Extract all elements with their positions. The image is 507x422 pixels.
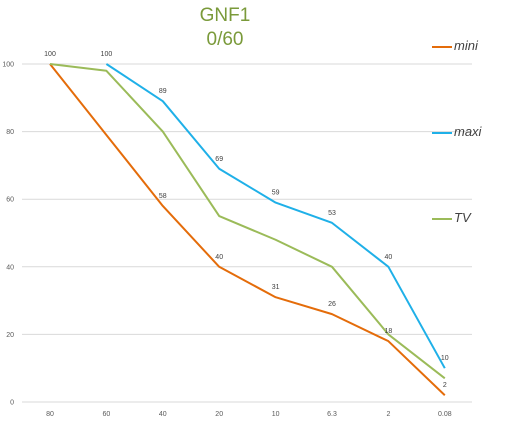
- data-label-maxi: 53: [328, 210, 336, 217]
- data-label-mini: 26: [328, 301, 336, 308]
- data-label-maxi: 59: [272, 190, 280, 197]
- data-label-mini: 31: [272, 284, 280, 291]
- y-axis-ticks: 0 20 40 60 80 100: [2, 62, 14, 407]
- y-tick-label: 0: [10, 400, 14, 407]
- chart-subtitle: 0/60: [206, 29, 244, 50]
- legend-swatch-tv: [432, 218, 452, 220]
- legend-label-mini: mini: [454, 38, 478, 53]
- data-label-mini: 40: [215, 254, 223, 261]
- legend-label-tv: TV: [454, 210, 471, 225]
- series-lines: [49, 63, 446, 396]
- data-label-maxi: 10: [441, 355, 449, 362]
- data-label-maxi: 89: [159, 88, 167, 95]
- x-axis-ticks: 80 60 40 20 10 6.3 2 0.08: [46, 411, 452, 418]
- data-label-maxi: 40: [385, 254, 393, 261]
- y-tick-label: 100: [2, 62, 14, 69]
- x-tick-label: 20: [215, 411, 223, 418]
- series-line-maxi: [105, 63, 446, 369]
- data-label-mini: 58: [159, 193, 167, 200]
- y-tick-label: 60: [6, 197, 14, 204]
- grid-lines: [22, 63, 472, 403]
- x-tick-label: 10: [272, 411, 280, 418]
- legend-swatch-maxi: [432, 132, 452, 134]
- series-line-TV: [49, 63, 446, 380]
- x-tick-label: 40: [159, 411, 167, 418]
- data-label-maxi: 100: [101, 51, 113, 58]
- legend-label-maxi: maxi: [454, 124, 482, 139]
- y-tick-label: 80: [6, 129, 14, 136]
- data-label-mini: 18: [385, 328, 393, 335]
- data-label-TV: 100: [44, 51, 56, 58]
- x-tick-label: 2: [386, 411, 390, 418]
- x-tick-label: 60: [103, 411, 111, 418]
- x-tick-label: 80: [46, 411, 54, 418]
- chart-title: GNF1: [199, 5, 251, 26]
- x-tick-label: 6.3: [327, 411, 337, 418]
- data-labels: 58 40 31 26 18 2 100 89 69 59 53 40 10 100: [44, 51, 449, 389]
- y-tick-label: 40: [6, 264, 14, 271]
- y-tick-label: 20: [6, 332, 14, 339]
- x-tick-label: 0.08: [438, 411, 452, 418]
- data-label-maxi: 69: [215, 156, 223, 163]
- series-line-mini: [49, 63, 446, 396]
- legend-swatch-mini: [432, 46, 452, 48]
- data-label-mini: 2: [443, 382, 447, 389]
